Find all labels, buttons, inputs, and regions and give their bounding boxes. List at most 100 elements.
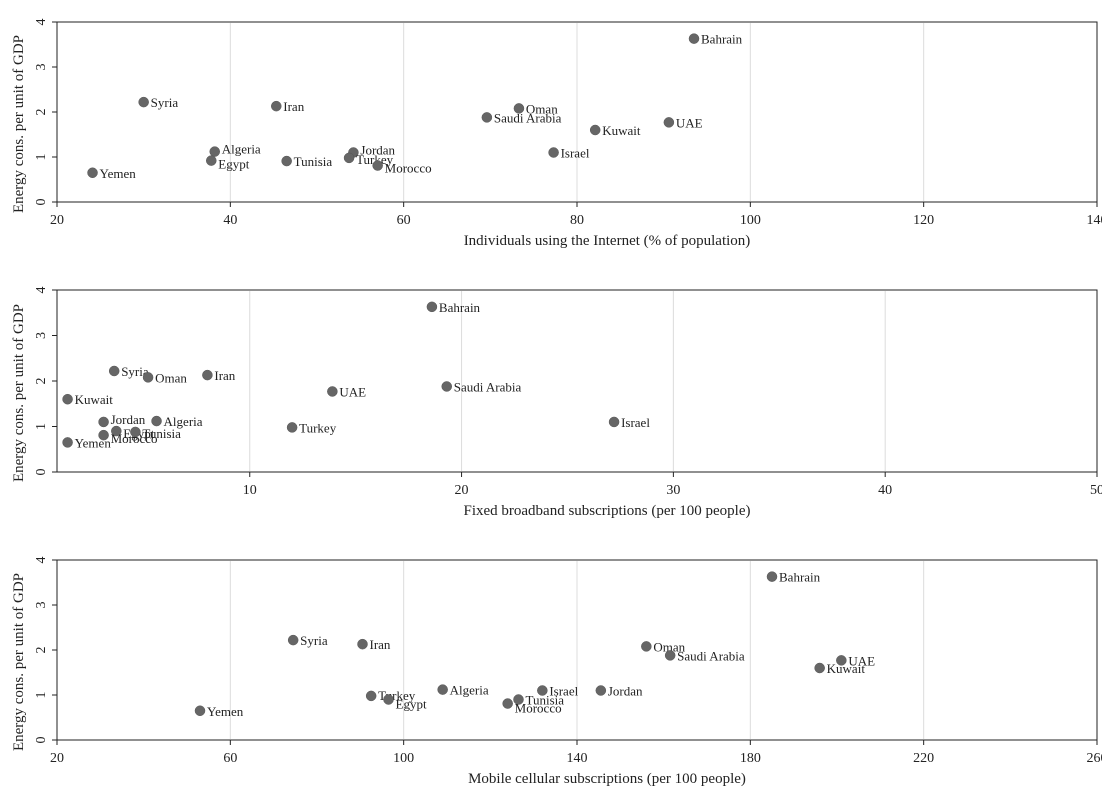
x-tick-label: 140: [1087, 213, 1102, 228]
point-tunisia: [130, 426, 141, 438]
y-tick-label: 4: [34, 19, 49, 26]
y-tick-label: 3: [34, 602, 49, 609]
point-iran: [271, 100, 282, 112]
y-tick-label: 0: [34, 469, 49, 476]
point-jordan: [98, 416, 109, 428]
point-israel: [537, 685, 548, 696]
y-tick-label: 3: [34, 64, 49, 71]
point-kuwait: [62, 393, 73, 405]
x-tick-label: 180: [740, 751, 761, 766]
point-syria: [287, 634, 299, 646]
point-label-tunisia: Tunisia: [294, 154, 333, 169]
point-algeria: [151, 415, 162, 427]
point-label-uae: UAE: [848, 653, 875, 668]
point-label-israel: Israel: [561, 146, 590, 161]
point-label-oman: Oman: [526, 101, 558, 116]
point-tunisia: [281, 155, 292, 167]
point-turkey: [365, 690, 377, 702]
plot-area: [56, 289, 1098, 473]
y-tick-label: 1: [34, 423, 49, 430]
point-uae: [663, 117, 675, 128]
point-label-morocco: Morocco: [111, 431, 158, 446]
point-label-saudi-arabia: Saudi Arabia: [454, 379, 522, 394]
point-iran: [202, 369, 213, 381]
point-label-kuwait: Kuwait: [75, 392, 114, 407]
point-israel: [608, 416, 620, 428]
x-axis-title: Mobile cellular subscriptions (per 100 p…: [468, 771, 746, 787]
point-label-yemen: Yemen: [75, 435, 112, 450]
y-axis-title: Energy cons. per unit of GDP: [11, 304, 27, 482]
point-kuwait: [589, 124, 601, 136]
point-label-bahrain: Bahrain: [701, 32, 743, 47]
y-tick-label: 4: [34, 287, 49, 294]
point-label-uae: UAE: [339, 384, 366, 399]
point-label-kuwait: Kuwait: [602, 123, 641, 138]
x-tick-label: 20: [455, 483, 469, 498]
y-tick-label: 2: [34, 647, 49, 654]
point-kuwait: [814, 662, 825, 674]
x-tick-label: 100: [393, 751, 414, 766]
point-syria: [138, 96, 149, 108]
x-tick-label: 60: [223, 751, 237, 766]
y-tick-label: 2: [34, 109, 49, 116]
point-morocco: [98, 429, 109, 441]
point-algeria: [209, 146, 220, 157]
y-tick-label: 1: [34, 692, 49, 699]
point-label-israel: Israel: [621, 415, 650, 430]
point-morocco: [372, 160, 383, 171]
x-axis-title: Fixed broadband subscriptions (per 100 p…: [463, 503, 750, 519]
point-label-turkey: Turkey: [356, 152, 394, 167]
point-label-syria: Syria: [121, 364, 149, 379]
point-label-morocco: Morocco: [385, 161, 432, 176]
point-bahrain: [766, 571, 778, 582]
point-label-kuwait: Kuwait: [827, 661, 866, 676]
point-syria: [108, 365, 120, 377]
point-label-egypt: Egypt: [396, 697, 427, 712]
point-label-egypt: Egypt: [218, 157, 249, 172]
x-tick-label: 30: [666, 483, 680, 498]
point-label-jordan: Jordan: [608, 684, 643, 699]
point-label-syria: Syria: [300, 633, 328, 648]
point-label-oman: Oman: [155, 370, 187, 385]
point-label-algeria: Algeria: [222, 142, 261, 157]
x-tick-label: 80: [570, 213, 584, 228]
point-label-iran: Iran: [283, 99, 304, 114]
point-label-jordan: Jordan: [360, 143, 395, 158]
point-label-israel: Israel: [549, 684, 578, 699]
point-label-bahrain: Bahrain: [439, 300, 481, 315]
x-tick-label: 50: [1090, 483, 1102, 498]
point-label-saudi-arabia: Saudi Arabia: [494, 110, 562, 125]
point-label-iran: Iran: [370, 637, 391, 652]
point-label-algeria: Algeria: [164, 414, 203, 429]
point-label-jordan: Jordan: [111, 412, 146, 427]
y-tick-label: 0: [34, 737, 49, 744]
point-label-uae: UAE: [676, 115, 703, 130]
y-tick-label: 1: [34, 154, 49, 161]
point-iran: [357, 638, 368, 650]
point-algeria: [437, 684, 448, 695]
point-yemen: [62, 437, 73, 448]
point-label-oman: Oman: [653, 639, 685, 654]
x-tick-label: 220: [913, 751, 934, 766]
point-israel: [548, 147, 559, 158]
y-tick-label: 2: [34, 378, 49, 385]
point-label-saudi-arabia: Saudi Arabia: [677, 648, 745, 663]
point-saudi-arabia: [664, 650, 676, 661]
y-tick-label: 0: [34, 199, 49, 206]
x-tick-label: 60: [397, 213, 411, 228]
x-tick-label: 10: [243, 483, 257, 498]
x-tick-label: 20: [50, 751, 64, 766]
point-label-tunisia: Tunisia: [142, 426, 181, 441]
point-egypt: [206, 155, 217, 166]
point-label-bahrain: Bahrain: [779, 570, 821, 585]
point-bahrain: [426, 301, 438, 313]
chart-panel-3: 20 60 100 140 180 220 260 0 1 2 3 4 Mobile cellular …: [11, 557, 1102, 788]
point-turkey: [343, 152, 355, 164]
x-tick-label: 260: [1087, 751, 1102, 766]
point-jordan: [595, 685, 607, 696]
x-axis-title: Individuals using the Internet (% of pop…: [464, 233, 751, 249]
point-yemen: [87, 167, 98, 178]
y-tick-label: 3: [34, 332, 49, 339]
point-yemen: [194, 705, 206, 716]
point-morocco: [502, 698, 513, 709]
